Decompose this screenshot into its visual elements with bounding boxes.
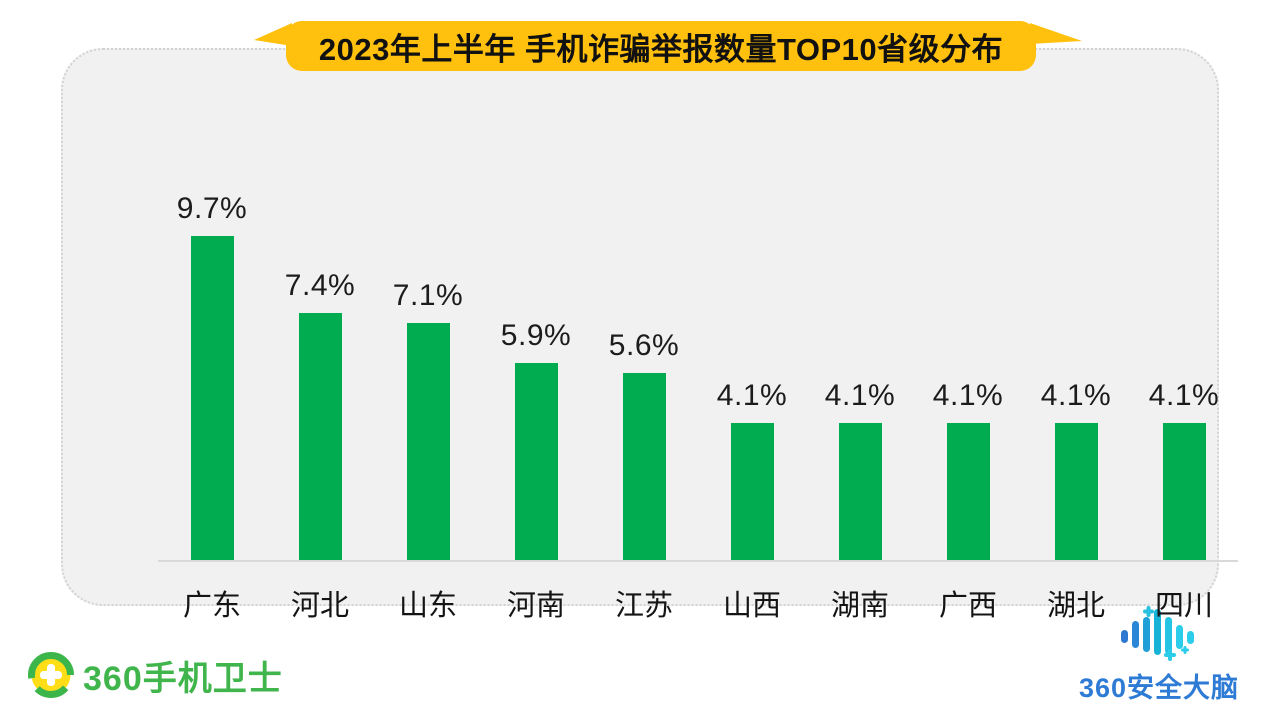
bar-category-label: 广西: [938, 590, 997, 622]
bar-category-label: 湖南: [830, 590, 889, 622]
bar-category-label: 江苏: [614, 590, 673, 622]
logo-360-security-brain-text: 360安全大脑: [1078, 673, 1240, 703]
bar-value-label: 7.4%: [284, 269, 356, 302]
logo-360-mobile-guard: 360手机卫士: [28, 651, 283, 699]
chart-bar: [190, 236, 234, 560]
bar-category-label: 四川: [1154, 590, 1213, 622]
chart-bar: [514, 363, 558, 560]
banner-right-fold: [1030, 23, 1082, 44]
bar-value-label: 4.1%: [932, 379, 1004, 412]
bar-value-label: 5.6%: [608, 329, 680, 362]
bar-category-label: 广东: [182, 590, 241, 622]
chart-bar: [730, 423, 774, 560]
x-axis-line: [158, 560, 1238, 562]
category-axis-labels: 广东 河北 山东 河南 江苏 山西 湖南 广西 湖北 四川: [158, 587, 1238, 625]
bar-column: 7.4%: [266, 269, 374, 560]
bar-value-label: 9.7%: [176, 192, 248, 225]
bar-category-label: 山西: [722, 590, 781, 622]
sparkle-plus-top: [1143, 606, 1154, 617]
chart-bar: [838, 423, 882, 560]
chart-bar: [1054, 423, 1098, 560]
bar-value-label: 4.1%: [824, 379, 896, 412]
logo-360-security-brain: 360安全大脑: [1076, 606, 1242, 705]
bar-column: 9.7%: [158, 192, 266, 560]
sparkle-plus-small: [1181, 646, 1189, 654]
bar-column: 4.1%: [1022, 379, 1130, 560]
chart-bar: [298, 313, 342, 560]
bar-category-label: 河南: [506, 590, 565, 622]
bar-value-label: 5.9%: [500, 319, 572, 352]
bar-category-label: 山东: [398, 590, 457, 622]
brainwave-bars-icon: [1121, 606, 1194, 661]
bar-column: 4.1%: [1130, 379, 1238, 560]
bar-value-label: 4.1%: [1148, 379, 1220, 412]
bar-column: 4.1%: [698, 379, 806, 560]
chart-title: 2023年上半年 手机诈骗举报数量TOP10省级分布: [318, 31, 1004, 67]
360-ball-cross-icon: [28, 652, 74, 698]
bar-chart: 9.7% 7.4% 7.1% 5.9% 5.6% 4.1% 4.1% 4.1% 4.1% 4.1%: [158, 50, 1238, 560]
bar-column: 7.1%: [374, 279, 482, 560]
bar-value-label: 4.1%: [716, 379, 788, 412]
chart-bar: [1162, 423, 1206, 560]
bar-column: 4.1%: [914, 379, 1022, 560]
bar-category-label: 河北: [290, 590, 349, 622]
chart-bar: [622, 373, 666, 560]
bar-category-label: 湖北: [1046, 590, 1105, 622]
chart-bar: [406, 323, 450, 560]
logo-360-mobile-guard-text: 360手机卫士: [83, 659, 283, 698]
bar-column: 5.6%: [590, 329, 698, 560]
bar-value-label: 4.1%: [1040, 379, 1112, 412]
bar-column: 5.9%: [482, 319, 590, 560]
bar-value-label: 7.1%: [392, 279, 464, 312]
sparkle-plus-bottom: [1164, 649, 1176, 661]
bar-column: 4.1%: [806, 379, 914, 560]
chart-card: 9.7% 7.4% 7.1% 5.9% 5.6% 4.1% 4.1% 4.1% 4.1% 4.1%…: [61, 48, 1238, 622]
chart-bar: [946, 423, 990, 560]
title-banner: 2023年上半年 手机诈骗举报数量TOP10省级分布: [286, 21, 1036, 71]
